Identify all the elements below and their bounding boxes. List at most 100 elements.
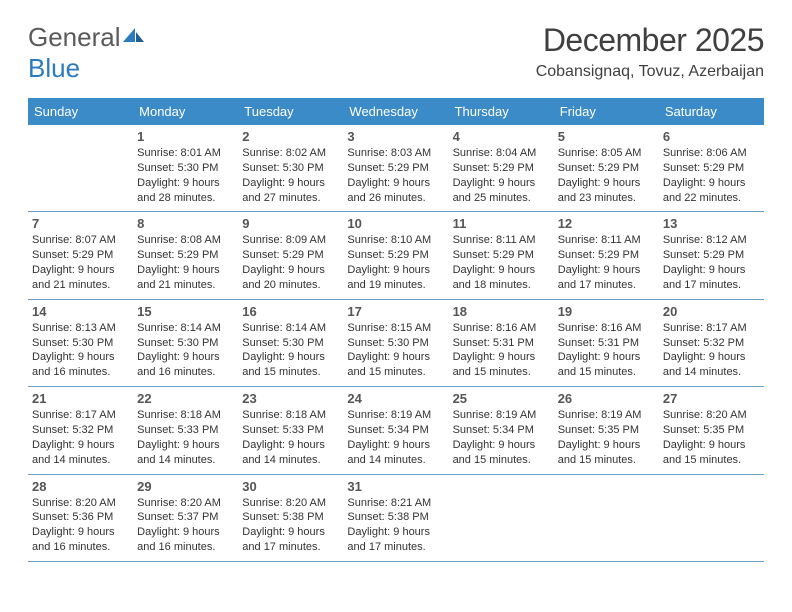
calendar-cell — [28, 125, 133, 212]
calendar-header-row: SundayMondayTuesdayWednesdayThursdayFrid… — [28, 98, 764, 125]
calendar-cell: 3Sunrise: 8:03 AMSunset: 5:29 PMDaylight… — [343, 125, 448, 212]
calendar-row: 21 Sunrise: 8:17 AMSunset: 5:32 PMDayligh… — [28, 387, 764, 474]
day-details: Sunrise: 8:06 AMSunset: 5:29 PMDaylight:… — [663, 146, 760, 205]
brand-word-blue: Blue — [28, 53, 80, 83]
day-number: 25 — [453, 391, 550, 406]
calendar-cell: 30 Sunrise: 8:20 AMSunset: 5:38 PMDayligh… — [238, 474, 343, 561]
day-details: Sunrise: 8:18 AMSunset: 5:33 PMDaylight:… — [242, 408, 339, 467]
day-number: 14 — [32, 304, 129, 319]
calendar-cell: 22 Sunrise: 8:18 AMSunset: 5:33 PMDayligh… — [133, 387, 238, 474]
calendar-table: SundayMondayTuesdayWednesdayThursdayFrid… — [28, 98, 764, 562]
day-number: 21 — [32, 391, 129, 406]
page-header: General Blue December 2025 Cobansignaq, … — [28, 22, 764, 84]
day-details: Sunrise: 8:19 AMSunset: 5:35 PMDaylight:… — [558, 408, 655, 467]
day-details: Sunrise: 8:19 AMSunset: 5:34 PMDaylight:… — [453, 408, 550, 467]
calendar-cell: 25 Sunrise: 8:19 AMSunset: 5:34 PMDayligh… — [449, 387, 554, 474]
day-details: Sunrise: 8:20 AMSunset: 5:37 PMDaylight:… — [137, 496, 234, 555]
weekday-header: Monday — [133, 98, 238, 125]
day-number: 2 — [242, 129, 339, 144]
day-details: Sunrise: 8:12 AMSunset: 5:29 PMDaylight:… — [663, 233, 760, 292]
day-details: Sunrise: 8:11 AMSunset: 5:29 PMDaylight:… — [558, 233, 655, 292]
weekday-header: Wednesday — [343, 98, 448, 125]
calendar-cell: 27 Sunrise: 8:20 AMSunset: 5:35 PMDayligh… — [659, 387, 764, 474]
day-details: Sunrise: 8:09 AMSunset: 5:29 PMDaylight:… — [242, 233, 339, 292]
calendar-cell: 8Sunrise: 8:08 AMSunset: 5:29 PMDaylight… — [133, 212, 238, 299]
day-details: Sunrise: 8:05 AMSunset: 5:29 PMDaylight:… — [558, 146, 655, 205]
calendar-cell: 6 Sunrise: 8:06 AMSunset: 5:29 PMDaylight… — [659, 125, 764, 212]
calendar-cell: 31Sunrise: 8:21 AMSunset: 5:38 PMDayligh… — [343, 474, 448, 561]
day-details: Sunrise: 8:20 AMSunset: 5:36 PMDaylight:… — [32, 496, 129, 555]
calendar-cell: 29 Sunrise: 8:20 AMSunset: 5:37 PMDayligh… — [133, 474, 238, 561]
weekday-header: Thursday — [449, 98, 554, 125]
weekday-header: Friday — [554, 98, 659, 125]
calendar-cell: 23 Sunrise: 8:18 AMSunset: 5:33 PMDayligh… — [238, 387, 343, 474]
day-number: 13 — [663, 216, 760, 231]
day-number: 5 — [558, 129, 655, 144]
calendar-cell: 4Sunrise: 8:04 AMSunset: 5:29 PMDaylight… — [449, 125, 554, 212]
day-details: Sunrise: 8:02 AMSunset: 5:30 PMDaylight:… — [242, 146, 339, 205]
day-details: Sunrise: 8:15 AMSunset: 5:30 PMDaylight:… — [347, 321, 444, 380]
calendar-row: 28 Sunrise: 8:20 AMSunset: 5:36 PMDayligh… — [28, 474, 764, 561]
day-number: 27 — [663, 391, 760, 406]
day-details: Sunrise: 8:10 AMSunset: 5:29 PMDaylight:… — [347, 233, 444, 292]
calendar-cell: 28 Sunrise: 8:20 AMSunset: 5:36 PMDayligh… — [28, 474, 133, 561]
calendar-cell: 24Sunrise: 8:19 AMSunset: 5:34 PMDayligh… — [343, 387, 448, 474]
day-details: Sunrise: 8:20 AMSunset: 5:35 PMDaylight:… — [663, 408, 760, 467]
day-details: Sunrise: 8:01 AMSunset: 5:30 PMDaylight:… — [137, 146, 234, 205]
calendar-cell: 14 Sunrise: 8:13 AMSunset: 5:30 PMDayligh… — [28, 299, 133, 386]
calendar-row: 7Sunrise: 8:07 AMSunset: 5:29 PMDaylight… — [28, 212, 764, 299]
day-number: 15 — [137, 304, 234, 319]
day-number: 28 — [32, 479, 129, 494]
calendar-cell: 1 Sunrise: 8:01 AMSunset: 5:30 PMDaylight… — [133, 125, 238, 212]
day-details: Sunrise: 8:16 AMSunset: 5:31 PMDaylight:… — [453, 321, 550, 380]
day-details: Sunrise: 8:20 AMSunset: 5:38 PMDaylight:… — [242, 496, 339, 555]
calendar-cell: 2 Sunrise: 8:02 AMSunset: 5:30 PMDaylight… — [238, 125, 343, 212]
day-number: 29 — [137, 479, 234, 494]
day-details: Sunrise: 8:18 AMSunset: 5:33 PMDaylight:… — [137, 408, 234, 467]
day-number: 19 — [558, 304, 655, 319]
weekday-header: Tuesday — [238, 98, 343, 125]
day-number: 20 — [663, 304, 760, 319]
day-number: 17 — [347, 304, 444, 319]
day-number: 23 — [242, 391, 339, 406]
day-number: 16 — [242, 304, 339, 319]
calendar-cell: 13 Sunrise: 8:12 AMSunset: 5:29 PMDayligh… — [659, 212, 764, 299]
day-number: 10 — [347, 216, 444, 231]
day-number: 26 — [558, 391, 655, 406]
day-number: 12 — [558, 216, 655, 231]
day-details: Sunrise: 8:04 AMSunset: 5:29 PMDaylight:… — [453, 146, 550, 205]
day-details: Sunrise: 8:17 AMSunset: 5:32 PMDaylight:… — [663, 321, 760, 380]
day-number: 1 — [137, 129, 234, 144]
day-details: Sunrise: 8:16 AMSunset: 5:31 PMDaylight:… — [558, 321, 655, 380]
day-number: 7 — [32, 216, 129, 231]
day-number: 30 — [242, 479, 339, 494]
location-subtitle: Cobansignaq, Tovuz, Azerbaijan — [536, 63, 764, 81]
calendar-cell: 20 Sunrise: 8:17 AMSunset: 5:32 PMDayligh… — [659, 299, 764, 386]
sail-icon — [121, 22, 147, 53]
day-number: 22 — [137, 391, 234, 406]
brand-word-general: General — [28, 22, 121, 52]
calendar-cell: 19 Sunrise: 8:16 AMSunset: 5:31 PMDayligh… — [554, 299, 659, 386]
day-number: 11 — [453, 216, 550, 231]
calendar-cell: 15Sunrise: 8:14 AMSunset: 5:30 PMDayligh… — [133, 299, 238, 386]
calendar-cell: 11Sunrise: 8:11 AMSunset: 5:29 PMDayligh… — [449, 212, 554, 299]
calendar-cell: 5 Sunrise: 8:05 AMSunset: 5:29 PMDaylight… — [554, 125, 659, 212]
weekday-header: Sunday — [28, 98, 133, 125]
day-details: Sunrise: 8:17 AMSunset: 5:32 PMDaylight:… — [32, 408, 129, 467]
calendar-cell: 9Sunrise: 8:09 AMSunset: 5:29 PMDaylight… — [238, 212, 343, 299]
calendar-cell: 26 Sunrise: 8:19 AMSunset: 5:35 PMDayligh… — [554, 387, 659, 474]
day-details: Sunrise: 8:13 AMSunset: 5:30 PMDaylight:… — [32, 321, 129, 380]
day-number: 6 — [663, 129, 760, 144]
day-details: Sunrise: 8:08 AMSunset: 5:29 PMDaylight:… — [137, 233, 234, 292]
day-number: 3 — [347, 129, 444, 144]
calendar-cell — [659, 474, 764, 561]
day-number: 31 — [347, 479, 444, 494]
calendar-cell: 21 Sunrise: 8:17 AMSunset: 5:32 PMDayligh… — [28, 387, 133, 474]
calendar-cell — [554, 474, 659, 561]
calendar-cell — [449, 474, 554, 561]
calendar-cell: 16Sunrise: 8:14 AMSunset: 5:30 PMDayligh… — [238, 299, 343, 386]
brand-logo: General Blue — [28, 22, 147, 84]
calendar-cell: 18Sunrise: 8:16 AMSunset: 5:31 PMDayligh… — [449, 299, 554, 386]
calendar-row: 14 Sunrise: 8:13 AMSunset: 5:30 PMDayligh… — [28, 299, 764, 386]
calendar-cell: 17 Sunrise: 8:15 AMSunset: 5:30 PMDayligh… — [343, 299, 448, 386]
